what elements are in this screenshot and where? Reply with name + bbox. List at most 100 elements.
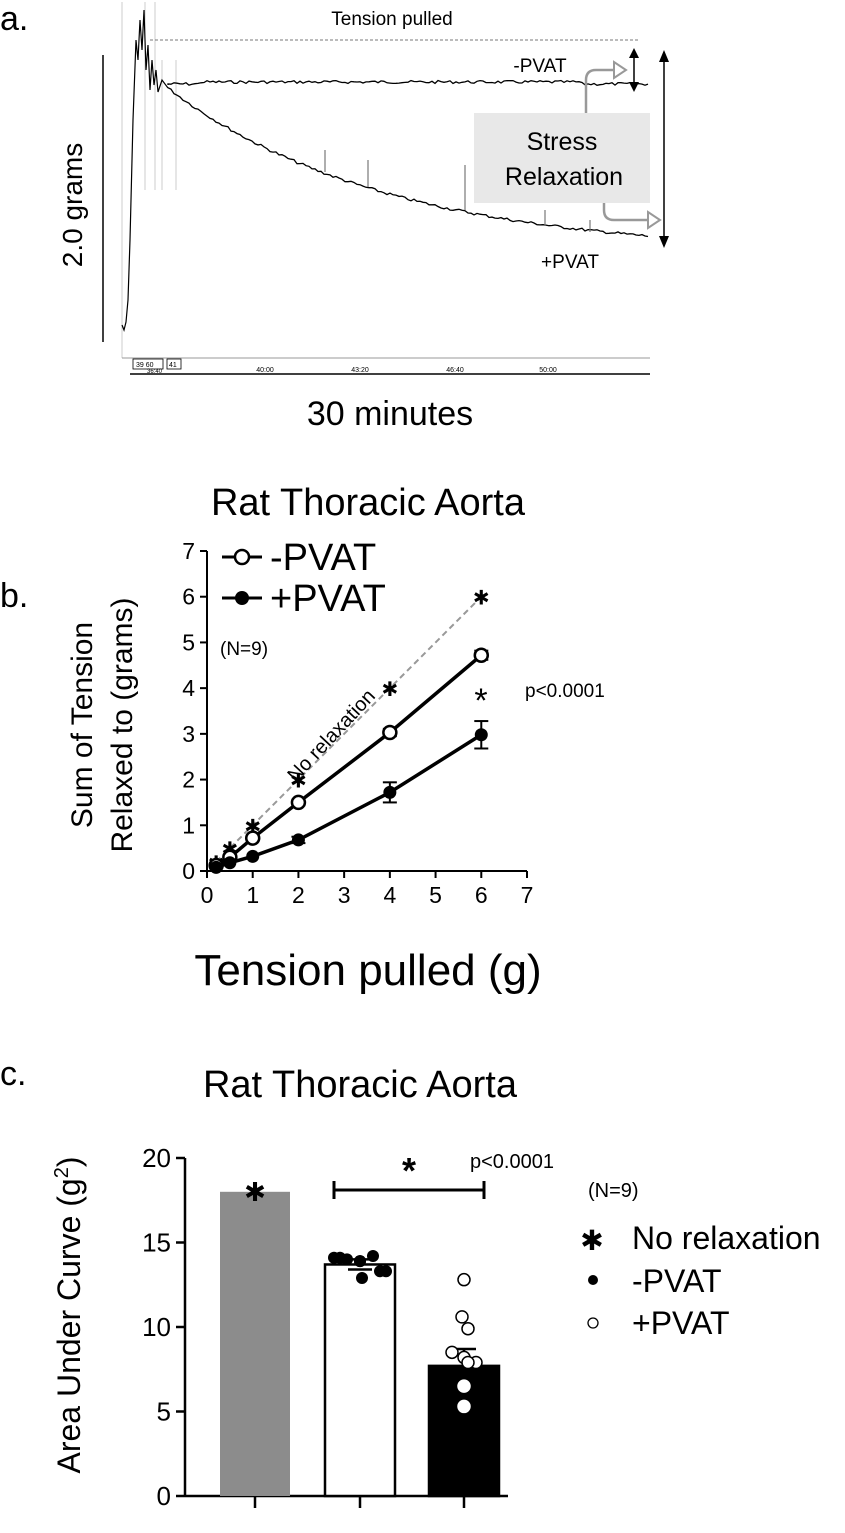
y-tick-label: 5	[157, 1397, 171, 1427]
minus-connector-arrowhead	[613, 60, 628, 80]
chart-c-axes: 0 5 10 15 20	[142, 1143, 508, 1511]
x-tick-label: 3	[338, 882, 351, 908]
x-tick-label: 2	[292, 882, 305, 908]
chart-b-xlabel: Tension pulled (g)	[194, 946, 541, 995]
x-tick-label: 0	[201, 882, 214, 908]
legend-minus-pvat-text: -PVAT	[632, 1263, 721, 1299]
chart-b-series: ✱✱✱✱✱✱	[208, 588, 490, 875]
panel-c: c. Rat Thoracic Aorta Area Under Curve (…	[0, 1055, 821, 1511]
tension-pulled-label: Tension pulled	[331, 9, 452, 30]
plus-arrowhead-down	[659, 236, 669, 248]
y-tick-label: 1	[182, 812, 195, 838]
y-tick-label: 3	[182, 721, 195, 747]
chart-b-n-label: (N=9)	[220, 639, 268, 660]
y-tick-label: 2	[182, 767, 195, 793]
legend-no-relaxation-marker: ✱	[580, 1225, 603, 1256]
legend-no-relaxation-text: No relaxation	[632, 1220, 821, 1256]
point-plus-pvat	[474, 728, 488, 742]
chart-c-n-label: (N=9)	[588, 1180, 639, 1202]
point-plus-pvat	[246, 849, 260, 863]
legend-plus-pvat-marker	[587, 1317, 599, 1329]
y-tick-label: 0	[182, 858, 195, 884]
point-minus-pvat	[244, 830, 261, 846]
scale-bar-label: 2.0 grams	[57, 143, 88, 268]
point-minus-pvat	[334, 1251, 346, 1264]
timestamp-3: 36:40	[147, 369, 163, 375]
chart-b-ylabel-line-1: Sum of Tension	[66, 622, 99, 828]
legend-minus-pvat-marker	[588, 1275, 598, 1285]
chart-b-ticks: 0 1 2 3 4 5 6 7 0 1 2 3 4 5 6 7	[182, 538, 533, 908]
y-tick-label: 7	[182, 538, 195, 564]
point-plus-pvat	[223, 856, 237, 870]
y-tick-label: 6	[182, 584, 195, 610]
minus-pvat-label: -PVAT	[513, 56, 567, 77]
chart-b-significance: *	[474, 682, 487, 720]
plus-pvat-label: +PVAT	[541, 252, 599, 273]
y-tick-label: 10	[142, 1312, 171, 1342]
y-tick-label: 0	[157, 1481, 171, 1511]
chart-c-title: Rat Thoracic Aorta	[203, 1064, 518, 1106]
minus-pvat-trace	[167, 79, 649, 86]
chart-c-legend: ✱ No relaxation -PVAT +PVAT	[580, 1220, 820, 1341]
time-tick-3: 46:40	[446, 367, 464, 374]
point-minus-pvat	[356, 1271, 368, 1284]
point-plus-pvat	[291, 833, 305, 847]
point-no-relaxation: ✱	[473, 588, 490, 610]
point-plus-pvat	[455, 1310, 469, 1324]
plus-connector-arrow	[602, 203, 648, 222]
point-no-relaxation: ✱	[381, 679, 398, 701]
chart-c-p-value: p<0.0001	[470, 1151, 554, 1173]
time-scale-label: 30 minutes	[307, 395, 473, 433]
panel-b: b. Rat Thoracic Aorta 0 1 2 3 4 5 6 7 0 1 2 3 4 5 6 7 S…	[0, 482, 605, 995]
point-no-relaxation: ✱	[290, 771, 307, 793]
chart-c-significance: *	[402, 1150, 416, 1191]
y-tick-label: 5	[182, 629, 195, 655]
panel-a: a. 39 60 41 36:40 40:00 43:20 46:40 50:0…	[0, 0, 669, 433]
panel-b-label: b.	[0, 577, 28, 615]
point-no-relaxation: ✱	[244, 1177, 266, 1207]
point-plus-pvat	[457, 1272, 471, 1287]
time-tick-2: 43:20	[351, 367, 369, 374]
minus-arrowhead-up	[629, 48, 639, 58]
plus-arrowhead-up	[659, 50, 669, 62]
timestamp-2: 41	[169, 362, 177, 369]
point-plus-pvat	[445, 1345, 459, 1360]
timestamp-1: 39 60	[136, 362, 154, 369]
stress-relaxation-box	[474, 113, 650, 203]
point-minus-pvat	[367, 1250, 379, 1263]
stress-relaxation-line-1: Stress	[527, 128, 598, 156]
x-tick-label: 7	[521, 882, 534, 908]
x-tick-label: 4	[383, 882, 396, 908]
minus-connector-arrow	[584, 68, 616, 113]
time-tick-4: 50:00	[539, 367, 557, 374]
timestamp-box-1	[132, 358, 164, 370]
series-plus-pvat-line	[215, 733, 483, 870]
plus-pvat-spikes	[324, 150, 591, 232]
legend-plus-text: +PVAT	[270, 578, 386, 620]
chart-b-diagonal-label: No relaxation	[283, 685, 379, 786]
point-plus-pvat	[461, 1355, 475, 1370]
time-tick-1: 40:00	[256, 367, 274, 374]
legend-plus-pvat-text: +PVAT	[632, 1305, 730, 1341]
point-plus-pvat	[457, 1399, 471, 1414]
panel-a-label: a.	[0, 0, 28, 38]
point-plus-pvat	[457, 1379, 471, 1393]
chart-c-ylabel: Area Under Curve (g2)	[51, 1156, 87, 1473]
series-no-relaxation-line	[215, 596, 482, 863]
legend-minus-text: -PVAT	[270, 537, 376, 579]
x-tick-label: 5	[429, 882, 442, 908]
legend-minus-marker	[233, 548, 251, 566]
stress-relaxation-line-2: Relaxation	[505, 163, 623, 191]
chart-b-title: Rat Thoracic Aorta	[211, 482, 526, 524]
plus-connector-arrowhead	[647, 210, 662, 230]
initial-transient-trace	[121, 9, 169, 332]
y-tick-label: 15	[142, 1228, 171, 1258]
chart-b-ylabel-line-2: Relaxed to (grams)	[106, 597, 139, 852]
point-minus-pvat	[374, 1265, 386, 1278]
x-tick-label: 6	[475, 882, 488, 908]
bar-minus-pvat	[323, 1263, 397, 1498]
plus-pvat-trace	[167, 86, 649, 238]
point-minus-pvat	[290, 794, 307, 811]
y-tick-label: 4	[182, 675, 195, 701]
